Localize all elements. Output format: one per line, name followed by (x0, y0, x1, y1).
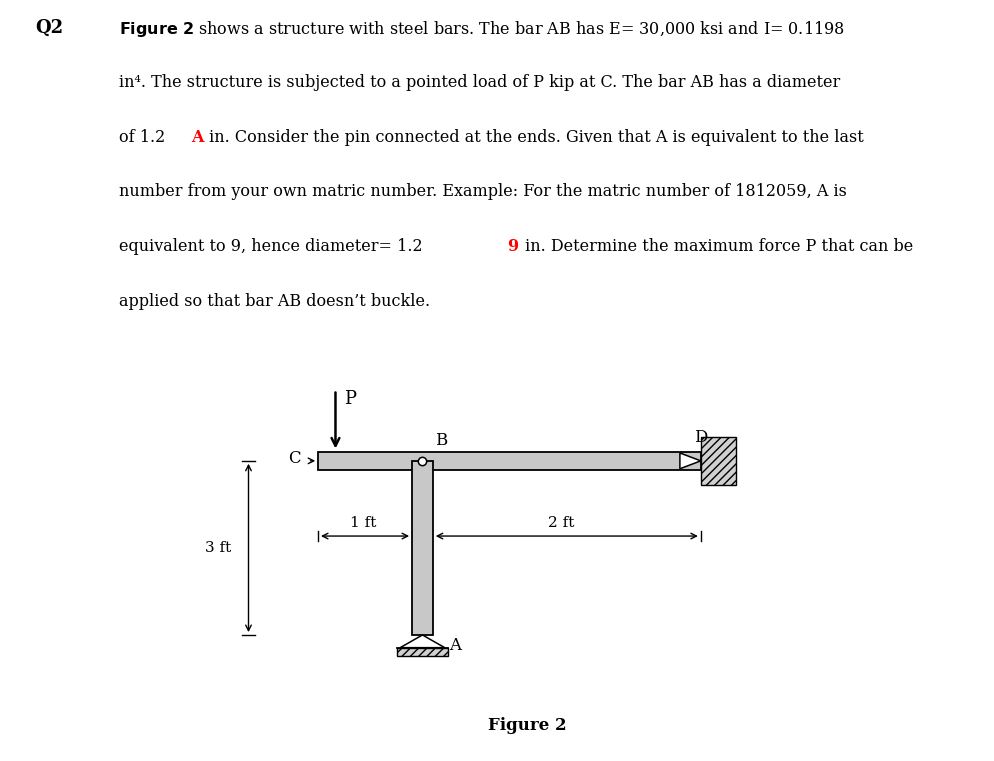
Text: C: C (288, 451, 301, 467)
Bar (318, 452, 701, 470)
Text: Q2: Q2 (35, 19, 63, 37)
Text: D: D (694, 429, 708, 446)
Text: B: B (435, 432, 447, 449)
Text: A: A (449, 637, 461, 654)
Text: A: A (191, 129, 204, 145)
Text: number from your own matric number. Example: For the matric number of 1812059, A: number from your own matric number. Exam… (119, 183, 847, 200)
Text: 1 ft: 1 ft (350, 516, 377, 530)
Text: $\mathbf{Figure\ 2}$ shows a structure with steel bars. The bar AB has E= 30,000: $\mathbf{Figure\ 2}$ shows a structure w… (119, 19, 845, 39)
Text: 2 ft: 2 ft (549, 516, 575, 530)
Text: 9: 9 (507, 238, 518, 255)
Text: in⁴. The structure is subjected to a pointed load of P kip at C. The bar AB has : in⁴. The structure is subjected to a poi… (119, 74, 841, 91)
Bar (701, 437, 736, 485)
Text: P: P (344, 390, 356, 408)
Bar (413, 461, 433, 635)
Polygon shape (680, 453, 701, 469)
Text: of 1.2: of 1.2 (119, 129, 166, 145)
Text: in. Determine the maximum force P that can be: in. Determine the maximum force P that c… (520, 238, 913, 255)
Text: in. Consider the pin connected at the ends. Given that A is equivalent to the la: in. Consider the pin connected at the en… (204, 129, 864, 145)
Text: equivalent to 9, hence diameter= 1.2: equivalent to 9, hence diameter= 1.2 (119, 238, 422, 255)
Text: Figure 2: Figure 2 (487, 718, 567, 734)
Bar (397, 648, 448, 656)
Polygon shape (401, 635, 444, 648)
Text: applied so that bar AB doesn’t buckle.: applied so that bar AB doesn’t buckle. (119, 293, 430, 310)
Text: 3 ft: 3 ft (205, 541, 231, 555)
